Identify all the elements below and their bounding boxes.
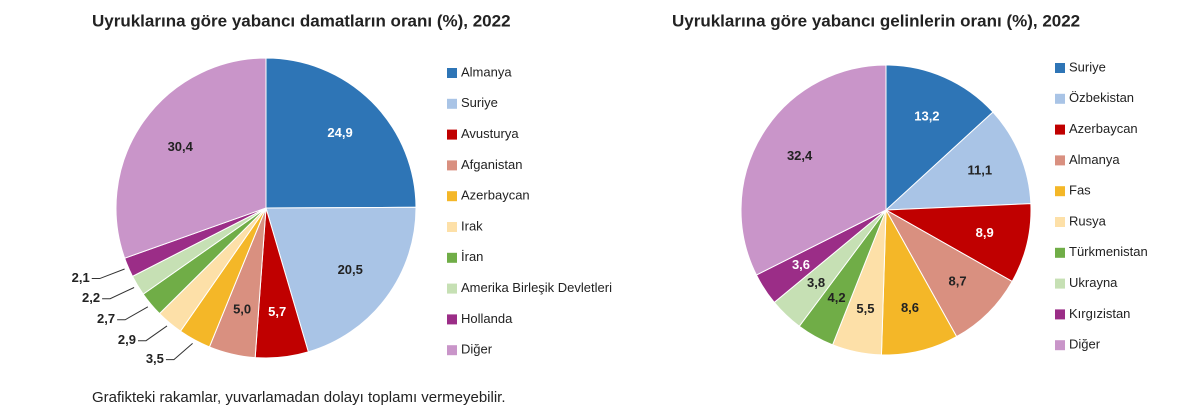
chart-title: Uyruklarına göre yabancı gelinlerin oran… [672, 11, 1080, 30]
legend-swatch [447, 314, 457, 325]
data-label: 24,9 [327, 125, 352, 140]
data-label: 2,7 [97, 311, 115, 326]
legend-label: Avusturya [461, 126, 519, 141]
leader-line [91, 268, 125, 280]
data-label: 5,0 [233, 302, 251, 317]
leader-line [138, 325, 168, 342]
data-label: 32,4 [787, 148, 813, 163]
legend-label: Suriye [1069, 59, 1106, 74]
pie-slice [265, 57, 417, 209]
legend-swatch [447, 68, 457, 78]
data-label: 20,5 [338, 262, 363, 277]
pie-slice [884, 203, 1032, 283]
pie-slice [740, 64, 887, 276]
data-label: 11,1 [967, 163, 992, 178]
pie-slice [885, 64, 994, 212]
legend-label: Rusya [1069, 213, 1107, 228]
legend-swatch [447, 283, 457, 294]
data-label: 8,9 [976, 225, 994, 240]
legend-label: Kırgızistan [1069, 306, 1130, 321]
legend-label: Irak [461, 218, 483, 233]
data-label: 3,8 [807, 275, 825, 290]
legend-label: Almanya [461, 64, 512, 79]
legend-label: Azerbaycan [1069, 121, 1138, 136]
chart-title: Uyruklarına göre yabancı damatların oran… [92, 11, 511, 30]
data-label: 8,7 [949, 273, 967, 288]
legend-label: Fas [1069, 183, 1091, 198]
legend-swatch [1055, 278, 1065, 289]
legend-swatch [447, 252, 457, 263]
legend-swatch [1055, 155, 1065, 166]
data-label: 4,2 [828, 290, 846, 305]
legend-label: Almanya [1069, 152, 1120, 167]
data-label: 3,6 [792, 257, 810, 272]
legend-label: Afganistan [461, 157, 522, 172]
legend-label: Özbekistan [1069, 90, 1134, 105]
legend-swatch [1055, 340, 1065, 351]
legend-swatch [447, 345, 457, 356]
pie-slice [884, 111, 1032, 211]
data-label: 3,5 [146, 351, 164, 366]
legend-label: Diğer [461, 342, 493, 357]
legend-swatch [1055, 93, 1065, 104]
legend-label: Azerbaycan [461, 188, 530, 203]
data-label: 8,6 [901, 300, 919, 315]
data-label: 13,2 [914, 109, 939, 124]
legend-label: Hollanda [461, 311, 513, 326]
legend-label: İran [461, 249, 483, 264]
legend-swatch [447, 98, 457, 109]
legend-label: Suriye [461, 95, 498, 110]
legend-label: Amerika Birleşik Devletleri [461, 280, 612, 295]
footnote: Grafikteki rakamlar, yuvarlamadan dolayı… [92, 389, 506, 406]
legend-swatch [447, 129, 457, 140]
pie-slice [115, 57, 267, 259]
legend-swatch [1055, 124, 1065, 135]
data-label: 2,9 [118, 332, 136, 347]
legend-swatch [1055, 186, 1065, 197]
data-label: 2,2 [82, 290, 100, 305]
pie-slice [265, 206, 417, 353]
legend-swatch [1055, 63, 1065, 73]
legend-swatch [1055, 309, 1065, 320]
leader-line [165, 343, 193, 361]
legend-swatch [447, 191, 457, 202]
leader-line [117, 306, 149, 321]
legend-swatch [447, 222, 457, 232]
legend-label: Ukrayna [1069, 275, 1118, 290]
legend-swatch [447, 160, 457, 171]
data-label: 5,7 [268, 304, 286, 319]
legend-swatch [1055, 247, 1065, 258]
data-label: 30,4 [168, 139, 194, 154]
data-label: 5,5 [856, 301, 874, 316]
legend-label: Türkmenistan [1069, 244, 1148, 259]
legend-swatch [1055, 217, 1065, 227]
legend-label: Diğer [1069, 337, 1101, 352]
leader-line [102, 287, 135, 300]
data-label: 2,1 [72, 270, 90, 285]
